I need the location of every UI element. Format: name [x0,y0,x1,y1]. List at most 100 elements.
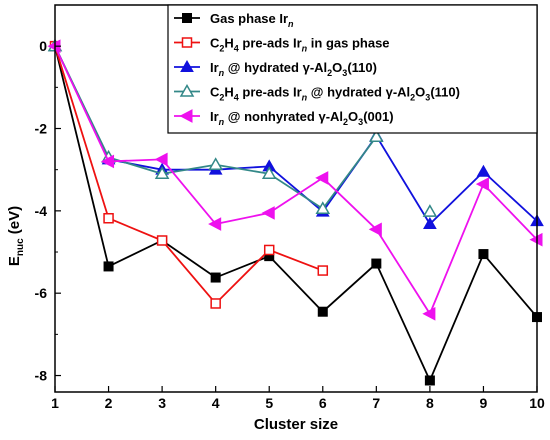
legend-label: C2H4 pre-ads Irn in gas phase [210,36,390,54]
data-point [208,217,222,231]
data-point [317,265,329,276]
data-point [156,235,168,246]
series-line [54,45,538,226]
legend-label-part: 2 [327,68,332,78]
legend-label-part: 2 [343,117,348,127]
data-point [371,258,382,269]
data-point [368,222,382,237]
y-tick-label: -4 [35,203,48,219]
y-tick-label: -2 [35,121,48,137]
legend-label-part: in gas phase [307,36,389,51]
legend-marker [179,109,193,123]
data-point [315,171,329,185]
data-point [422,306,436,321]
data-point [424,375,435,386]
x-tick-label: 3 [158,395,166,411]
legend-label-part: @ hydrated γ-Al [224,60,327,75]
legend-label-part: n [288,19,294,29]
series-line [54,45,538,316]
y-axis-title-unit: (eV) [6,206,23,239]
legend-label-part: n [302,44,308,54]
x-tick-label: 4 [212,395,220,411]
legend-label-part: 2 [410,93,415,103]
legend-marker [181,37,193,48]
legend-label-part: 3 [425,93,430,103]
legend-label: C2H4 pre-ads Irn @ hydrated γ-Al2O3(110) [210,85,460,103]
data-point [103,261,114,272]
legend-label-part: Gas phase Ir [210,11,288,26]
legend-marker [180,59,194,72]
legend-entry: Gas phase Irn [174,11,294,29]
legend-marker [179,83,195,97]
legend-label-part: 3 [342,68,347,78]
legend-label-part: 3 [358,117,363,127]
y-tick-label: -8 [35,368,48,384]
legend-label-part: (001) [363,109,393,124]
x-tick-label: 1 [51,395,59,411]
series-line [54,45,324,305]
x-tick-label: 8 [426,395,434,411]
legend-label: Irn @ nonhyrated γ-Al2O3(001) [210,109,394,127]
legend-label-part: C [210,85,220,100]
legend-label-part: (110) [430,85,460,100]
legend-entry: C2H4 pre-ads Irn in gas phase [174,36,390,54]
legend-label-part: 2 [219,93,224,103]
data-point [210,298,221,309]
legend-label-part: 4 [234,93,239,103]
data-point [317,306,328,317]
legend-label-part: 2 [219,44,224,54]
x-tick-label: 6 [319,395,327,411]
series-4 [47,38,438,217]
legend-label-part: C [210,36,220,51]
x-tick-label: 5 [265,395,273,411]
x-tick-label: 7 [372,395,380,411]
y-axis-title-sub: nuc [15,238,26,256]
legend-marker [182,13,192,23]
legend-box [167,4,538,134]
x-tick-label: 10 [529,395,545,411]
legend-entry: C2H4 pre-ads Irn @ hydrated γ-Al2O3(110) [174,83,460,103]
legend-label: Irn @ hydrated γ-Al2O3(110) [210,60,377,78]
data-point [261,206,275,220]
data-point [423,217,437,230]
data-point [422,204,438,217]
data-point [210,272,221,283]
data-point [476,164,491,177]
legend-label-part: H [224,36,233,51]
legend-label-part: O [348,109,358,124]
legend-label-part: pre-ads Ir [239,85,302,100]
legend-label-part: H [224,85,233,100]
legend-label-part: @ nonhyrated γ-Al [224,109,343,124]
legend-label-part: n [219,68,225,78]
series-2 [49,40,329,309]
y-axis-title-main: E [6,256,23,266]
legend-label-part: n [219,117,225,127]
data-point [103,213,114,224]
y-axis-title: Enuc (eV) [6,206,26,266]
data-point [369,129,384,142]
data-point [100,154,115,169]
legend-label-part: O [415,85,425,100]
ticks-layer: 1 2 3 4 5 6 7 8 9 100-2-4-6-8 [35,38,545,411]
y-tick-label: -6 [35,285,48,301]
data-point [478,249,489,260]
x-tick-label: 9 [480,395,488,411]
series-layer [47,38,544,386]
legend-label-part: Ir [210,60,219,75]
data-point [208,157,223,170]
legend-label-part: pre-ads Ir [239,36,302,51]
legend-label-part: O [332,60,342,75]
data-point [475,177,489,191]
data-point [154,166,170,180]
data-point [263,244,275,256]
data-point [315,201,331,215]
y-tick-label: 0 [39,38,47,54]
legend-label: Gas phase Irn [210,11,294,29]
legend-label-part: Ir [210,109,219,124]
series-line [54,45,538,383]
data-point [154,152,168,167]
legend-label-part: (110) [347,60,377,75]
